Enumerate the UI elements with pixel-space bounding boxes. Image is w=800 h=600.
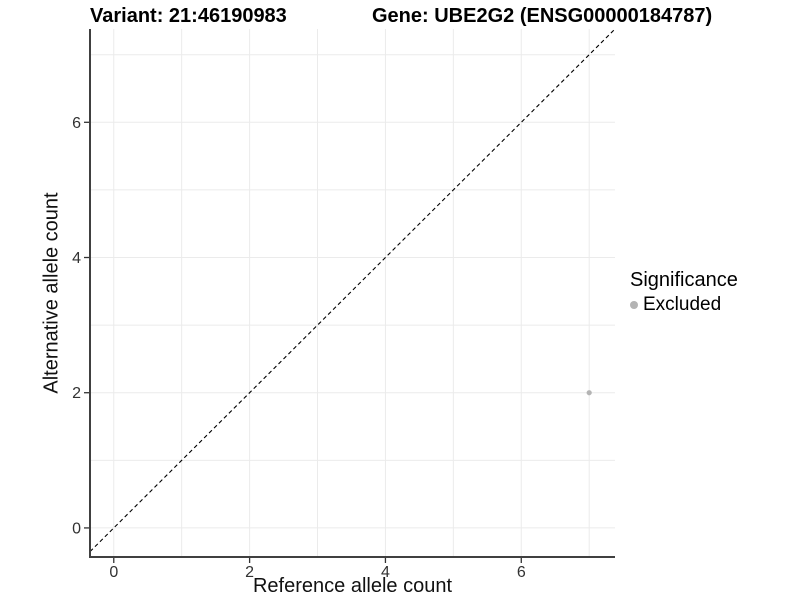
x-tick-label: 6: [517, 564, 526, 581]
y-axis-title: Alternative allele count: [40, 192, 63, 394]
legend-item-label: Excluded: [643, 294, 722, 315]
y-tick-label: 0: [72, 520, 81, 537]
gene-title: Gene: UBE2G2 (ENSG00000184787): [372, 5, 713, 27]
x-axis-title: Reference allele count: [252, 575, 452, 597]
x-tick-label: 4: [381, 564, 390, 581]
data-point: [586, 390, 592, 396]
y-tick-label: 2: [72, 385, 81, 402]
legend-item-excluded: Excluded: [630, 294, 738, 316]
legend-title: Significance: [630, 269, 738, 291]
legend-point-swatch-icon: [630, 301, 638, 309]
x-tick-label: 0: [109, 564, 118, 581]
identity-line: [89, 28, 616, 552]
y-tick-label: 4: [72, 250, 81, 267]
x-tick-label: 2: [245, 564, 254, 581]
legend: Significance Excluded: [630, 269, 738, 316]
y-tick-label: 6: [72, 115, 81, 132]
variant-title: Variant: 21:46190983: [90, 5, 287, 27]
